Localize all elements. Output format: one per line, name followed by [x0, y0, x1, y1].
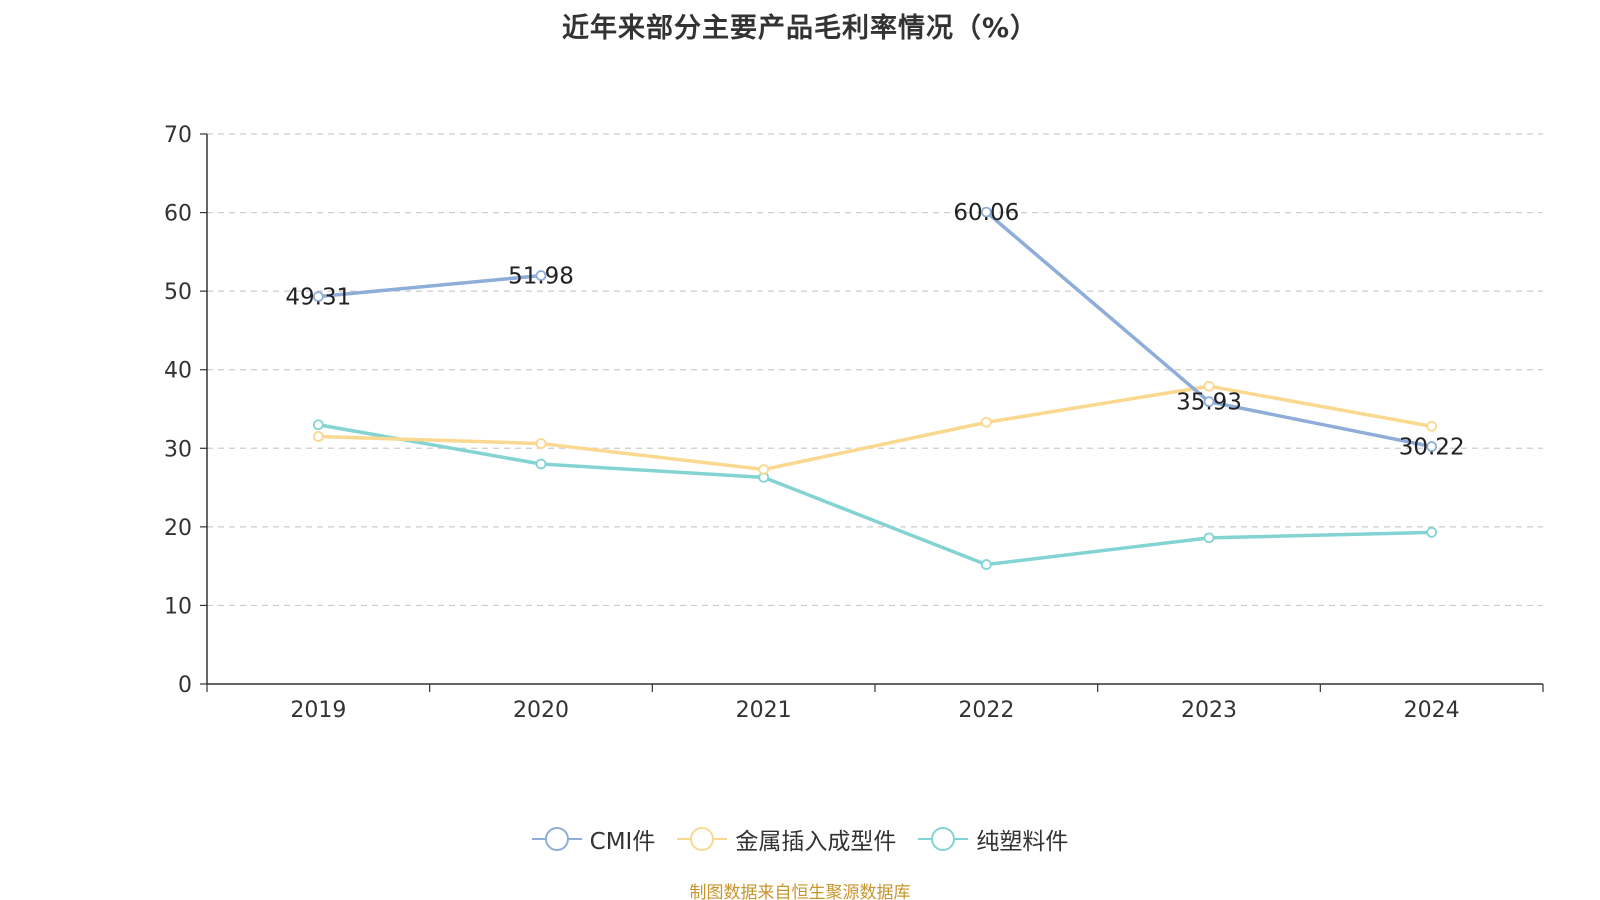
y-tick-label: 10	[164, 594, 192, 619]
data-label: 49.31	[285, 285, 351, 311]
data-point-1	[980, 416, 992, 428]
data-point-1	[312, 431, 324, 442]
legend-label-cmi: CMI件	[589, 829, 656, 855]
data-point-2	[1426, 526, 1438, 538]
series-line-2	[316, 422, 1434, 567]
data-point-1	[1203, 380, 1215, 392]
legend-marker-icon	[531, 827, 582, 851]
x-tick-label: 2022	[958, 698, 1014, 723]
legend-marker-icon	[677, 827, 728, 851]
series-line-0	[316, 273, 543, 299]
data-label: 30.22	[1399, 435, 1465, 461]
x-tick-label: 2020	[513, 698, 569, 723]
data-point-0	[980, 206, 992, 218]
data-point-1	[758, 464, 770, 475]
legend-item-plastic[interactable]: 纯塑料件	[918, 822, 1068, 856]
y-tick-label: 70	[164, 123, 192, 148]
y-tick-label: 30	[164, 437, 192, 462]
y-tick-label: 20	[164, 516, 192, 541]
axes: 0 10 20 30 40 50 60 70 2019 2020 2021 2022 2023 2024	[164, 123, 1544, 723]
x-tick-label: 2021	[736, 698, 792, 723]
data-point-0	[1203, 396, 1215, 408]
y-tick-label: 0	[178, 673, 192, 698]
x-tick-label: 2023	[1181, 698, 1237, 723]
legend-marker-icon	[918, 827, 969, 851]
x-tick-label: 2024	[1404, 698, 1460, 723]
y-tick-label: 40	[164, 359, 192, 384]
data-point-1	[535, 438, 547, 449]
data-labels: 49.31 51.98 60.06 35.93 30.22	[285, 200, 1464, 460]
data-point-2	[535, 458, 547, 470]
x-tick-label: 2019	[290, 698, 346, 723]
legend-label-plastic: 纯塑料件	[976, 829, 1069, 855]
source-note: 制图数据来自恒生聚源数据库	[689, 883, 911, 900]
legend-item-cmi[interactable]: CMI件	[531, 822, 656, 856]
data-point-2	[980, 559, 992, 570]
data-point-0	[312, 291, 324, 302]
legend-label-metal-insert: 金属插入成型件	[735, 829, 897, 855]
y-tick-label: 50	[164, 280, 192, 305]
y-tick-label: 60	[164, 202, 192, 227]
series-line-1	[316, 384, 1434, 472]
data-point-0	[1426, 441, 1438, 452]
data-point-2	[1203, 532, 1215, 544]
data-point-2	[312, 419, 324, 431]
gridlines	[207, 133, 1543, 607]
chart-title: 近年来部分主要产品毛利率情况（%）	[561, 13, 1039, 44]
data-label: 60.06	[953, 200, 1019, 226]
data-label: 51.98	[508, 264, 574, 290]
series-lines	[312, 206, 1438, 570]
legend: CMI件 金属插入成型件 纯塑料件	[0, 822, 1600, 856]
data-point-1	[1426, 420, 1438, 432]
legend-item-metal-insert[interactable]: 金属插入成型件	[677, 822, 896, 856]
data-label: 35.93	[1176, 390, 1242, 416]
data-point-0	[535, 270, 547, 281]
